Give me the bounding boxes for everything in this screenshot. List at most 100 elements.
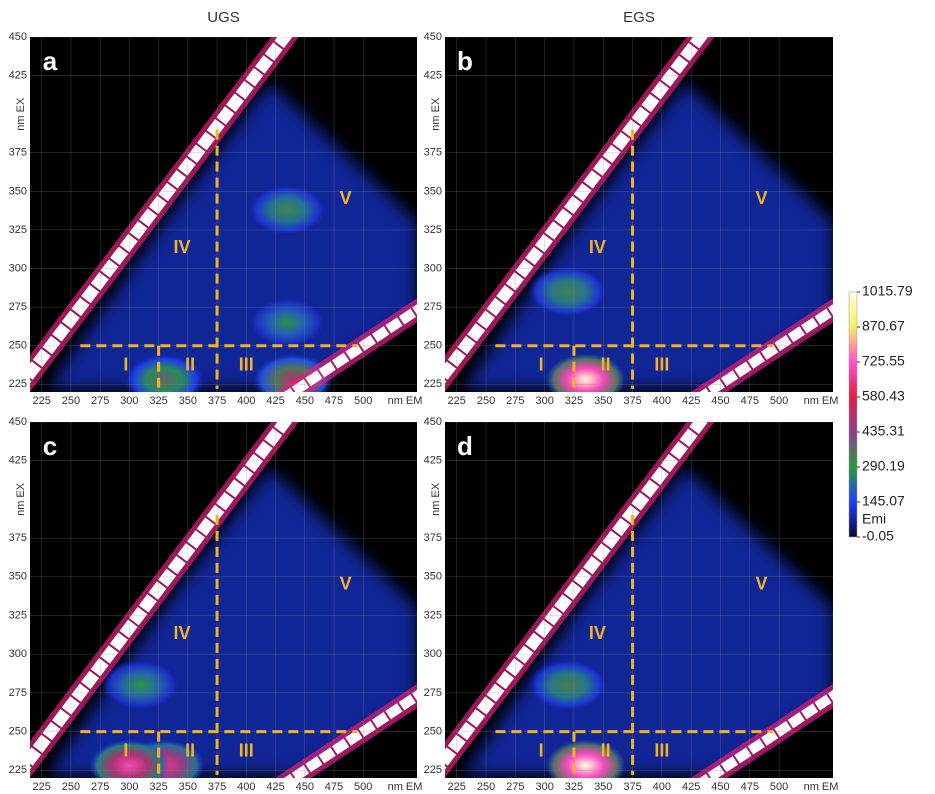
y-axis-label: nm EX: [15, 97, 27, 131]
y-tick-label: 450: [9, 31, 27, 43]
y-tick-label: 275: [9, 301, 27, 313]
x-tick-label: 275: [506, 781, 524, 793]
region-label: V: [340, 188, 352, 208]
x-tick-label: 350: [594, 781, 612, 793]
y-tick-label: 425: [424, 69, 442, 81]
y-tick-label: 350: [9, 571, 27, 583]
x-tick-label: 350: [179, 781, 197, 793]
region-label: IV: [173, 623, 190, 643]
x-axis-label: nm EM: [804, 395, 839, 407]
region-label: V: [340, 573, 352, 593]
region-label: II: [601, 740, 611, 760]
panel-label: d: [457, 431, 473, 461]
x-tick-label: 250: [62, 781, 80, 793]
y-tick-label: 300: [9, 648, 27, 660]
x-tick-label: 250: [477, 781, 495, 793]
x-tick-label: 300: [120, 781, 138, 793]
x-tick-label: 425: [266, 781, 284, 793]
y-tick-label: 300: [9, 262, 27, 274]
x-tick-label: 225: [33, 781, 51, 793]
y-tick-label: 350: [424, 185, 442, 197]
x-tick-label: 325: [565, 781, 583, 793]
x-tick-label: 450: [711, 781, 729, 793]
x-axis-label: nm EM: [388, 395, 423, 407]
peak: [546, 740, 626, 792]
x-tick-label: 250: [477, 395, 495, 407]
region-label: V: [755, 188, 767, 208]
peak: [528, 266, 608, 318]
x-tick-label: 375: [208, 781, 226, 793]
y-tick-label: 225: [9, 764, 27, 776]
peak: [247, 184, 327, 236]
x-tick-label: 300: [120, 395, 138, 407]
y-tick-label: 325: [424, 224, 442, 236]
panel-title: EGS: [623, 9, 655, 26]
x-tick-label: 425: [682, 781, 700, 793]
x-tick-label: 500: [354, 395, 372, 407]
y-tick-label: 375: [424, 532, 442, 544]
x-tick-label: 400: [653, 395, 671, 407]
x-tick-label: 475: [325, 781, 343, 793]
colorbar-label: Emi: [862, 511, 886, 527]
x-tick-label: 425: [266, 395, 284, 407]
y-axis-label: nm EX: [15, 482, 27, 516]
x-tick-label: 325: [565, 395, 583, 407]
x-tick-label: 300: [535, 395, 553, 407]
x-tick-label: 300: [535, 781, 553, 793]
y-tick-label: 350: [9, 185, 27, 197]
y-tick-label: 275: [424, 687, 442, 699]
region-label: I: [123, 740, 128, 760]
x-tick-label: 450: [296, 781, 314, 793]
colorbar-tick-label: -0.05: [862, 528, 894, 544]
x-tick-label: 225: [448, 395, 466, 407]
region-label: IV: [173, 237, 190, 257]
region-label: II: [185, 740, 195, 760]
colorbar-tick-label: 435.31: [862, 423, 905, 439]
colorbar-tick-label: 290.19: [862, 458, 905, 474]
peak: [247, 297, 327, 349]
x-axis-label: nm EM: [388, 781, 423, 793]
x-tick-label: 500: [770, 781, 788, 793]
x-tick-label: 475: [741, 395, 759, 407]
y-tick-label: 350: [424, 571, 442, 583]
panel-title: UGS: [207, 9, 240, 26]
y-axis-label: nm EX: [430, 97, 442, 131]
peak: [528, 659, 608, 711]
x-tick-label: 500: [770, 395, 788, 407]
y-tick-label: 225: [424, 378, 442, 390]
region-label: III: [239, 355, 254, 375]
region-label: III: [654, 740, 669, 760]
x-tick-label: 325: [149, 395, 167, 407]
y-tick-label: 450: [424, 416, 442, 428]
y-tick-label: 225: [424, 764, 442, 776]
colorbar-tick-label: 580.43: [862, 388, 905, 404]
x-tick-label: 350: [594, 395, 612, 407]
region-label: I: [123, 355, 128, 375]
y-tick-label: 275: [424, 301, 442, 313]
x-tick-label: 275: [506, 395, 524, 407]
colorbar-tick-label: 145.07: [862, 493, 905, 509]
x-tick-label: 375: [208, 395, 226, 407]
colorbar: [849, 292, 857, 537]
region-label: II: [601, 355, 611, 375]
y-tick-label: 450: [9, 416, 27, 428]
y-tick-label: 425: [9, 69, 27, 81]
y-tick-label: 325: [9, 609, 27, 621]
y-tick-label: 275: [9, 687, 27, 699]
x-tick-label: 425: [682, 395, 700, 407]
region-label: III: [654, 355, 669, 375]
y-tick-label: 300: [424, 262, 442, 274]
y-tick-label: 250: [424, 725, 442, 737]
region-label: V: [755, 573, 767, 593]
region-label: IV: [589, 623, 606, 643]
x-tick-label: 500: [354, 781, 372, 793]
x-tick-label: 400: [653, 781, 671, 793]
x-tick-label: 400: [237, 781, 255, 793]
y-tick-label: 425: [9, 455, 27, 467]
y-tick-label: 250: [424, 340, 442, 352]
y-tick-label: 250: [9, 340, 27, 352]
x-tick-label: 225: [448, 781, 466, 793]
